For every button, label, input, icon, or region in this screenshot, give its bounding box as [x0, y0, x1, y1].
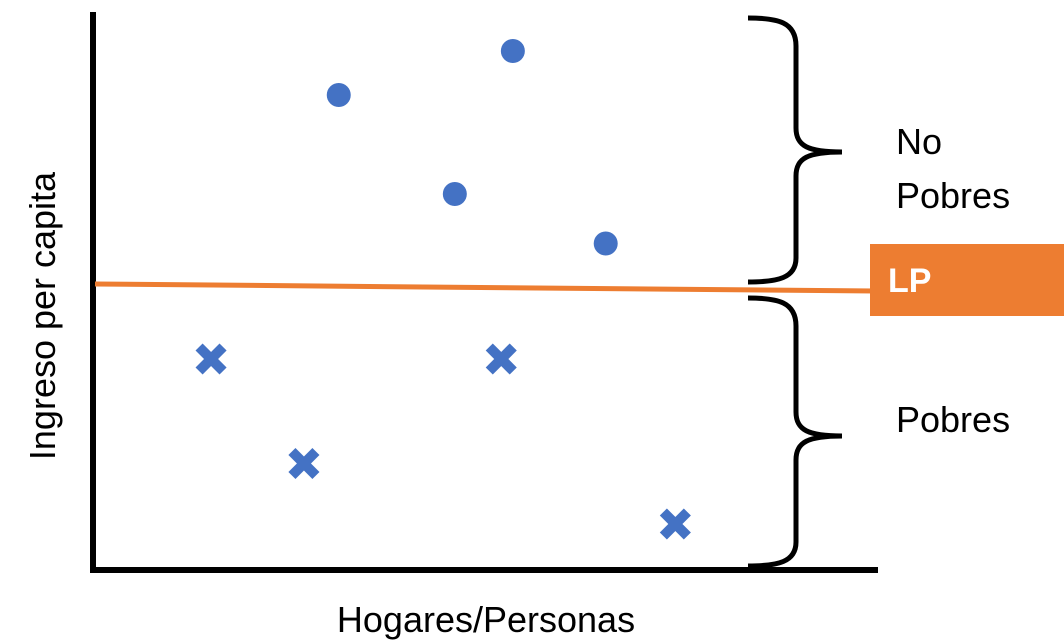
circle-marker-3 [442, 182, 467, 206]
lower-brace [747, 295, 843, 569]
data-points [195, 39, 691, 540]
circle-marker-4 [593, 231, 618, 256]
cross-marker-3 [485, 343, 517, 375]
no-pobres-label-line1: No [896, 121, 942, 162]
poverty-line [94, 281, 876, 294]
circle-marker-2 [500, 39, 525, 63]
no-pobres-label-line2: Pobres [896, 175, 1010, 216]
cross-marker-4 [659, 508, 691, 540]
cross-marker-2 [288, 447, 320, 480]
poverty-line-label-box [870, 244, 1064, 316]
x-axis-label: Hogares/Personas [337, 599, 635, 640]
poverty-line-label: LP [888, 262, 931, 300]
pobres-label: Pobres [896, 399, 1010, 440]
upper-brace [747, 15, 843, 285]
y-axis-label: Ingreso per capita [22, 171, 63, 460]
circle-marker-1 [326, 83, 351, 107]
cross-marker-1 [195, 343, 227, 375]
